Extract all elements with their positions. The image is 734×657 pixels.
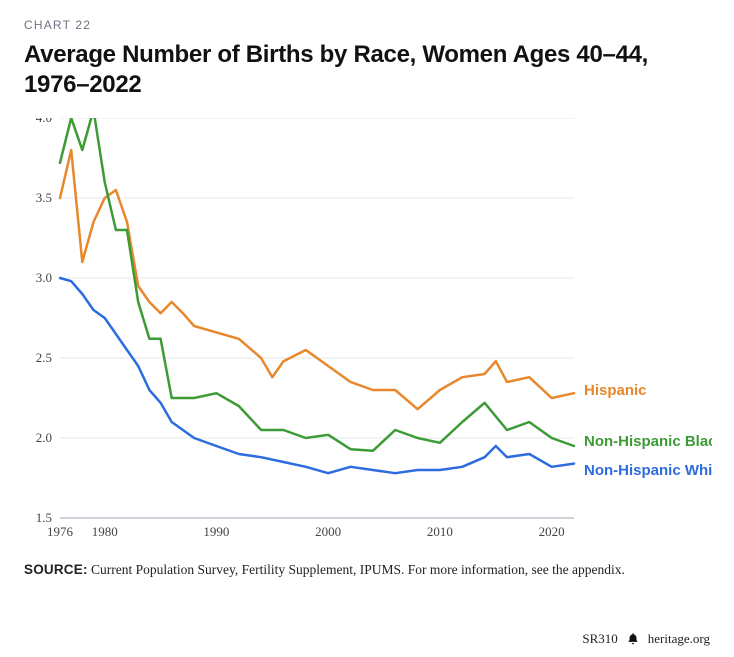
- series-label: Non-Hispanic White: [584, 462, 712, 479]
- source-label: SOURCE:: [24, 562, 88, 577]
- source-text: Current Population Survey, Fertility Sup…: [91, 562, 625, 577]
- x-tick-label: 2000: [315, 524, 341, 539]
- x-tick-label: 1990: [203, 524, 229, 539]
- footer: SR310 heritage.org: [582, 631, 710, 647]
- chart-svg: 1.5 2.0 2.5 3.0 3.5 4.0 1976 1980 1990 2000 2010 20…: [24, 118, 712, 548]
- line-chart: 1.5 2.0 2.5 3.0 3.5 4.0 1976 1980 1990 2000 2010 20…: [24, 118, 712, 548]
- bell-icon: [626, 632, 640, 646]
- x-tick-label: 2010: [427, 524, 453, 539]
- report-id: SR310: [582, 631, 617, 647]
- source-line: SOURCE: Current Population Survey, Ferti…: [24, 562, 710, 578]
- y-tick-label: 2.0: [36, 430, 52, 445]
- series-non-hispanic-white: [60, 278, 574, 473]
- chart-title: Average Number of Births by Race, Women …: [24, 40, 710, 100]
- x-tick-label: 2020: [539, 524, 565, 539]
- y-tick-label: 1.5: [36, 510, 52, 525]
- footer-site: heritage.org: [648, 631, 710, 647]
- y-tick-label: 2.5: [36, 350, 52, 365]
- y-tick-label: 3.0: [36, 270, 52, 285]
- series-label: Non-Hispanic Black: [584, 433, 712, 450]
- y-tick-label: 3.5: [36, 190, 52, 205]
- y-tick-label: 4.0: [36, 118, 52, 125]
- series-hispanic: [60, 150, 574, 409]
- x-tick-label: 1976: [47, 524, 74, 539]
- series-label: Hispanic: [584, 382, 647, 399]
- chart-number: CHART 22: [24, 18, 710, 32]
- x-tick-label: 1980: [92, 524, 118, 539]
